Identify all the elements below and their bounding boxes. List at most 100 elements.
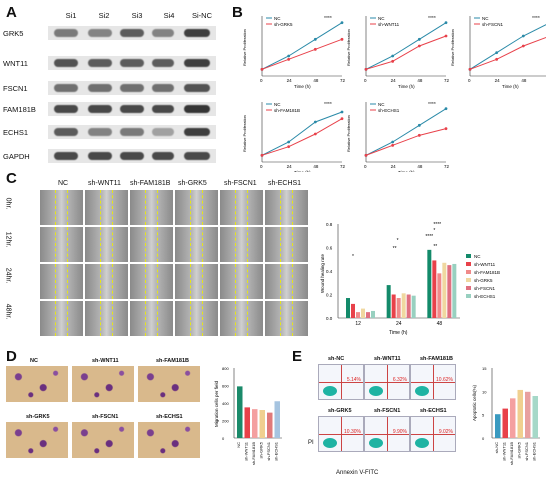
data-point (444, 34, 448, 38)
wound-image (265, 190, 308, 225)
bar (267, 412, 273, 438)
series-line (469, 36, 546, 70)
panel-label-c: C (6, 170, 17, 187)
blot-band-row (48, 56, 216, 70)
legend-label: NC (378, 102, 385, 107)
lane-label: Si2 (98, 11, 110, 20)
data-point (417, 37, 421, 41)
x-axis-label: Time (h) (398, 170, 415, 172)
bar (432, 260, 437, 318)
x-tick-label: sh-FSCN1 (524, 441, 529, 460)
y-tick-label: 0.8 (326, 222, 333, 227)
lane-label: Si1 (65, 11, 77, 20)
x-tick-label: 48 (417, 164, 423, 169)
transwell-label: sh-WNT11 (92, 358, 119, 364)
wound-image (220, 264, 263, 299)
legend-swatch (466, 262, 471, 266)
bar (346, 298, 350, 318)
bar (495, 414, 501, 438)
series-line (365, 35, 447, 70)
x-tick-label: 24 (287, 78, 293, 83)
bar (244, 407, 250, 438)
bar (351, 303, 355, 318)
x-tick-label: sh-FAM181B (251, 442, 256, 465)
data-point (417, 123, 421, 127)
bar (386, 285, 391, 318)
bar (252, 409, 258, 438)
legend-label: sh-FSCN1 (474, 286, 496, 291)
x-tick-label: 48 (313, 164, 319, 169)
wound-image (220, 227, 263, 262)
x-tick-label: sh-WNT11 (244, 441, 249, 461)
y-tick-label: 0.6 (326, 246, 333, 251)
x-tick-label: 24 (495, 78, 501, 83)
flow-pct: 5.14% (346, 377, 361, 383)
x-tick-label: 24 (391, 78, 397, 83)
data-point (287, 140, 291, 144)
x-tick-label: 48 (521, 78, 527, 83)
row-label: 48hr. (4, 303, 12, 320)
wound-image (265, 227, 308, 262)
legend-label: sh-WNT11 (378, 22, 400, 27)
flow-label: sh-WNT11 (374, 356, 401, 362)
data-point (444, 127, 448, 131)
series-line (261, 22, 343, 70)
x-axis-label: Time (h) (398, 84, 415, 89)
x-tick-label: 48 (417, 78, 423, 83)
legend-label: sh-FSCN1 (482, 22, 504, 27)
protein-label: FSCN1 (3, 84, 28, 93)
y-tick-label: 400 (222, 401, 229, 406)
blot-band-row (48, 26, 216, 40)
col-label: NC (58, 180, 69, 187)
wound-image (40, 264, 83, 299)
legend-label: sh-FAM181B (474, 270, 500, 275)
x-tick-label: sh-FAM181B (509, 442, 514, 465)
lane-label: Si4 (163, 11, 175, 20)
y-tick-label: 0 (222, 436, 225, 441)
x-tick-label: NC (236, 442, 241, 448)
data-point (364, 153, 368, 157)
data-point (260, 67, 264, 71)
bar (442, 262, 447, 318)
y-axis-label: Relative Proliferation (242, 115, 247, 152)
y-axis-label: Relative Proliferation (242, 29, 247, 66)
x-axis-label: Time (h) (389, 330, 408, 336)
x-tick-label: 0 (468, 78, 471, 83)
panel-label-e: E (292, 348, 303, 365)
data-point (417, 44, 421, 48)
series-line (469, 24, 546, 70)
x-tick-label: 72 (340, 164, 346, 169)
wound-image (265, 264, 308, 299)
data-point (340, 21, 344, 25)
y-tick-label: 600 (222, 384, 229, 389)
wound-healing-chart: 0.0 0.2 0.4 0.6 0.8 Wound healing rate Time (h… (320, 222, 500, 336)
flow-plot: 9.90% (364, 416, 410, 452)
x-tick-label: 72 (340, 78, 346, 83)
wound-image (85, 264, 128, 299)
flow-plot: 10.62% (410, 364, 456, 400)
y-tick-label: 10 (482, 389, 487, 394)
bar (427, 249, 432, 318)
data-point (391, 54, 395, 58)
flow-plot: 9.02% (410, 416, 456, 452)
legend-label: sh-WNT11 (474, 262, 496, 267)
y-tick-label: 0.0 (326, 316, 333, 321)
data-point (495, 51, 499, 55)
panel-label-d: D (6, 348, 17, 365)
data-point (391, 143, 395, 147)
data-point (444, 107, 448, 111)
col-label: sh-ECHS1 (268, 180, 302, 187)
transwell-image (138, 422, 200, 458)
bar (525, 391, 531, 438)
transwell-image (6, 422, 68, 458)
data-point (468, 67, 472, 71)
significance-marker: * (352, 254, 354, 260)
significance-marker: **** (532, 16, 540, 22)
x-tick-label: 72 (444, 164, 450, 169)
bar (361, 308, 365, 318)
data-point (287, 57, 291, 61)
y-axis-label: Wound healing rate (320, 254, 325, 293)
